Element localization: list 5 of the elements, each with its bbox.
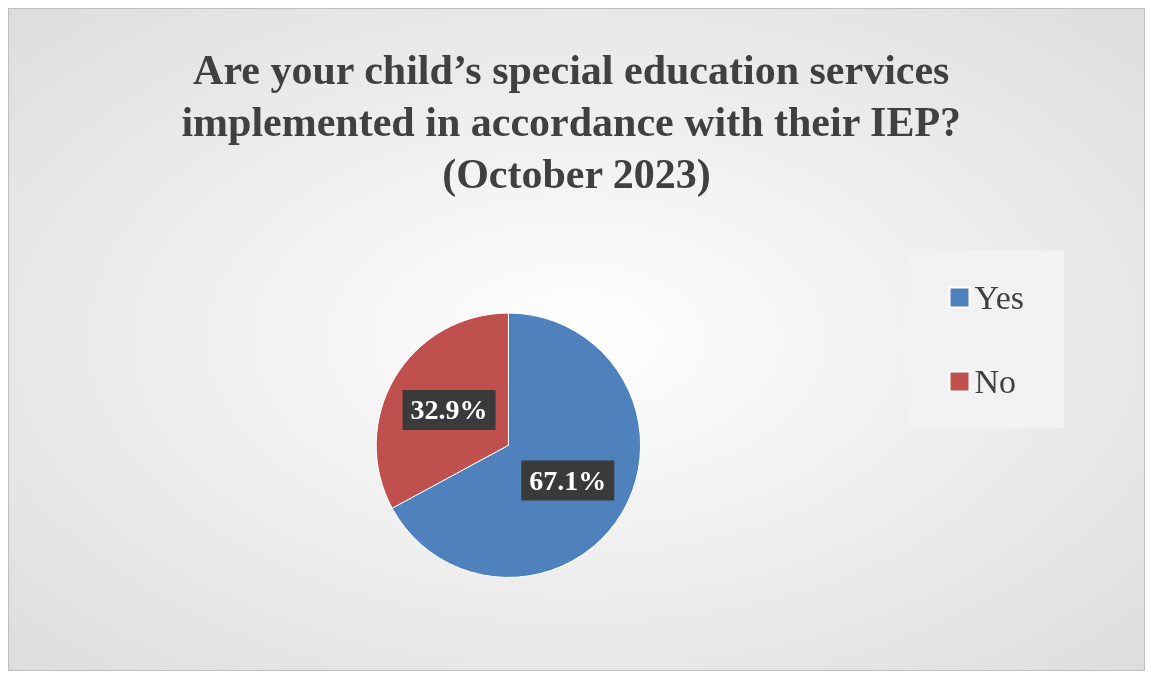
- data-label: 67.1%: [529, 465, 607, 497]
- chart-title: Are your child’s special education services implemented in accordance with their IEP? (October 2023): [181, 47, 972, 198]
- legend-label: Yes: [974, 279, 1025, 316]
- legend-label: No: [974, 363, 1017, 400]
- data-label: 32.9%: [410, 394, 488, 426]
